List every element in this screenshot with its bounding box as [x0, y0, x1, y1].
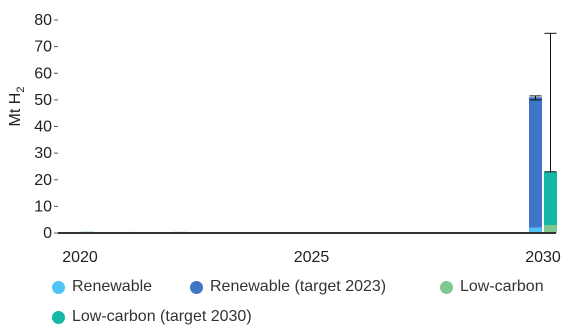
legend: Renewable Renewable (target 2023) Low-carb… — [0, 268, 566, 327]
y-axis-label: Mt H2 — [7, 87, 27, 127]
legend-label: Renewable — [72, 278, 153, 295]
y-tick-label: 80 — [34, 12, 52, 29]
legend-item: Low-carbon — [440, 278, 544, 296]
y-axis-ticks: 0 10 20 30 40 50 60 70 80 — [34, 12, 58, 242]
y-tick-label: 10 — [34, 198, 52, 215]
y-tick-label: 20 — [34, 172, 52, 189]
legend-item: Low-carbon (target 2030) — [52, 308, 252, 326]
legend-swatch — [52, 280, 65, 294]
y-tick-label: 30 — [34, 145, 52, 162]
bar-renewable-2030 — [529, 227, 542, 233]
bars — [66, 97, 557, 234]
legend-swatch — [52, 310, 65, 324]
y-axis-title: Mt H2 — [7, 87, 27, 127]
y-tick-label: 70 — [34, 39, 52, 56]
y-axis-title-subscript: 2 — [15, 87, 27, 93]
y-tick-label: 50 — [34, 92, 52, 109]
y-tick-label: 0 — [43, 225, 52, 242]
x-axis-ticks: 2020 2025 2030 — [62, 249, 561, 266]
error-bars — [529, 32, 557, 173]
bar-low-carbon-target-2030--2030 — [544, 171, 557, 226]
legend-label: Renewable (target 2023) — [210, 278, 387, 295]
legend-label: Low-carbon — [460, 278, 544, 295]
bar-low-carbon-2030 — [544, 225, 557, 233]
x-tick-label: 2030 — [525, 249, 561, 266]
bar-renewable-target-2023--2030 — [529, 97, 542, 228]
legend-item: Renewable — [52, 278, 152, 296]
legend-swatch — [440, 280, 453, 294]
legend-swatch — [190, 280, 203, 294]
y-tick-label: 40 — [34, 119, 52, 136]
legend-label: Low-carbon (target 2030) — [72, 308, 252, 325]
legend-item: Renewable (target 2023) — [190, 278, 386, 296]
x-tick-label: 2020 — [62, 249, 98, 266]
y-tick-label: 60 — [34, 65, 52, 82]
x-tick-label: 2025 — [294, 249, 330, 266]
